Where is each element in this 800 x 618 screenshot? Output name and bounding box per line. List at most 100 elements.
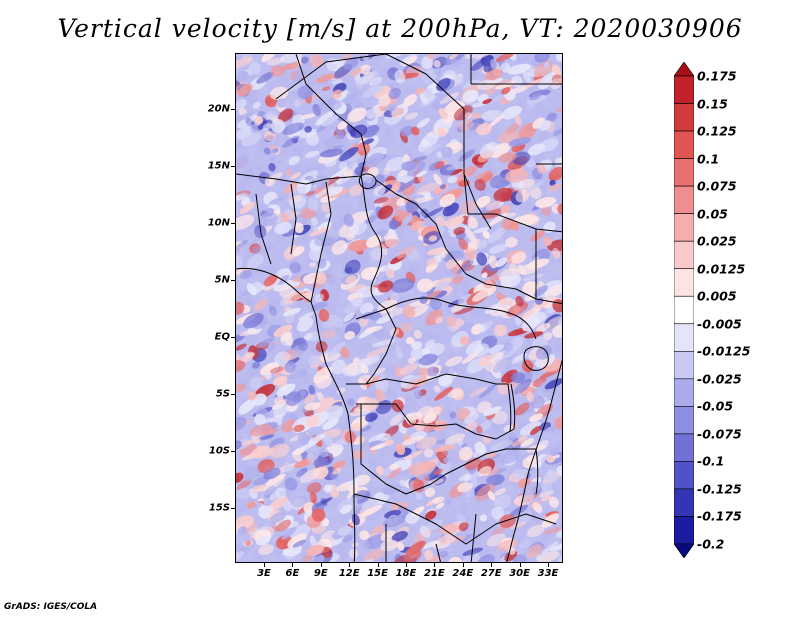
lon-tick: [491, 563, 493, 567]
lat-tick: [231, 337, 235, 338]
colorbar-segment: [674, 295, 694, 325]
lat-label: 5S: [215, 388, 230, 400]
colorbar-segment: [674, 543, 694, 558]
lat-tick: [231, 394, 235, 395]
colorbar-segment: [674, 240, 694, 270]
colorbar-segment: [674, 103, 694, 132]
border-8: [346, 373, 508, 385]
colorbar-label: 0.175: [697, 68, 737, 84]
colorbar-label: -0.05: [697, 398, 734, 414]
lat-tick: [231, 223, 235, 224]
colorbar-segment: [674, 158, 694, 187]
lake-chad: [358, 173, 377, 189]
lon-tick: [349, 563, 351, 567]
colorbar: [674, 62, 694, 558]
lat-tick: [231, 280, 235, 281]
lon-tick: [406, 563, 407, 567]
colorbar-label: -0.075: [697, 426, 742, 442]
colorbar-segment: [674, 516, 694, 545]
border-4: [375, 179, 562, 305]
colorbar-segment: [674, 406, 694, 435]
lon-tick: [264, 563, 265, 567]
lat-label: 10N: [207, 217, 230, 229]
colorbar-label: 0.025: [697, 233, 737, 249]
lon-label: 24E: [452, 568, 474, 579]
border-5: [360, 175, 387, 310]
colorbar-label: 0.0125: [697, 261, 746, 277]
lon-label: 15E: [367, 568, 388, 579]
lat-tick: [231, 508, 235, 509]
lake-tanganyika: [507, 383, 516, 433]
lon-label: 21E: [424, 568, 445, 579]
border-16: [470, 54, 562, 85]
lon-label: 33E: [537, 568, 559, 579]
colorbar-label: 0.1: [697, 151, 720, 167]
lat-label: 20N: [207, 103, 230, 115]
map-panel: [235, 53, 563, 563]
colorbar-segment: [674, 350, 694, 380]
colorbar-label: 0.075: [697, 178, 737, 194]
border-12: [385, 513, 477, 562]
colorbar-segment: [674, 268, 694, 297]
lake-victoria: [523, 346, 549, 371]
lon-label: 9E: [313, 568, 328, 579]
colorbar-segment: [674, 185, 694, 214]
lat-label: 15N: [207, 160, 230, 172]
colorbar-segment: [674, 62, 694, 77]
colorbar-label: -0.0125: [697, 343, 751, 359]
chart-title: Vertical velocity [m/s] at 200hPa, VT: 2…: [57, 14, 743, 43]
border-3: [236, 173, 362, 185]
border-1: [275, 54, 469, 215]
lon-label: 27E: [480, 568, 502, 579]
colorbar-label: -0.2: [697, 536, 725, 552]
lat-tick: [231, 166, 235, 167]
lon-label: 3E: [257, 568, 271, 579]
colorbar-label: -0.125: [697, 481, 742, 497]
border-15: [255, 181, 332, 303]
lat-label: EQ: [214, 331, 230, 343]
colorbar-label: 0.005: [697, 288, 737, 304]
border-7: [355, 308, 397, 385]
lat-label: 10S: [208, 445, 230, 457]
colorbar-segment: [674, 461, 694, 490]
colorbar-label: -0.025: [697, 371, 742, 387]
colorbar-segment: [674, 213, 694, 242]
colorbar-segment: [674, 75, 694, 104]
colorbar-label: 0.05: [697, 206, 728, 222]
colorbar-segment: [674, 323, 694, 352]
border-9: [356, 403, 515, 440]
border-6: [385, 297, 537, 340]
colorbar-label: -0.175: [697, 508, 742, 524]
border-14: [295, 54, 367, 177]
lon-tick: [320, 563, 322, 567]
coastline-east: [506, 359, 562, 562]
colorbar-label: 0.15: [697, 96, 728, 112]
colorbar-label: -0.005: [697, 316, 742, 332]
lon-label: 12E: [338, 568, 360, 579]
border-13: [463, 163, 562, 299]
colorbar-label: 0.125: [697, 123, 737, 139]
lon-tick: [434, 563, 436, 567]
border-11: [353, 493, 557, 545]
lon-tick: [548, 563, 549, 567]
colorbar-segment: [674, 130, 694, 159]
colorbar-label: -0.1: [697, 453, 725, 469]
lon-tick: [377, 563, 379, 567]
lon-label: 18E: [395, 568, 417, 579]
lat-tick: [231, 109, 235, 110]
colorbar-segment: [674, 378, 694, 407]
lon-tick: [292, 563, 294, 567]
colorbar-segment: [674, 488, 694, 517]
lat-tick: [231, 451, 235, 452]
lon-label: 30E: [509, 568, 530, 579]
footer-credit: GrADS: IGES/COLA: [4, 602, 98, 612]
border-10: [360, 404, 536, 495]
lon-tick: [462, 563, 464, 567]
field-texture: [236, 54, 562, 562]
lat-label: 15S: [208, 502, 230, 514]
lat-label: 5N: [214, 274, 230, 286]
lon-label: 6E: [285, 568, 300, 579]
lon-tick: [519, 563, 521, 567]
colorbar-segment: [674, 433, 694, 462]
lake-malawi: [535, 448, 539, 495]
